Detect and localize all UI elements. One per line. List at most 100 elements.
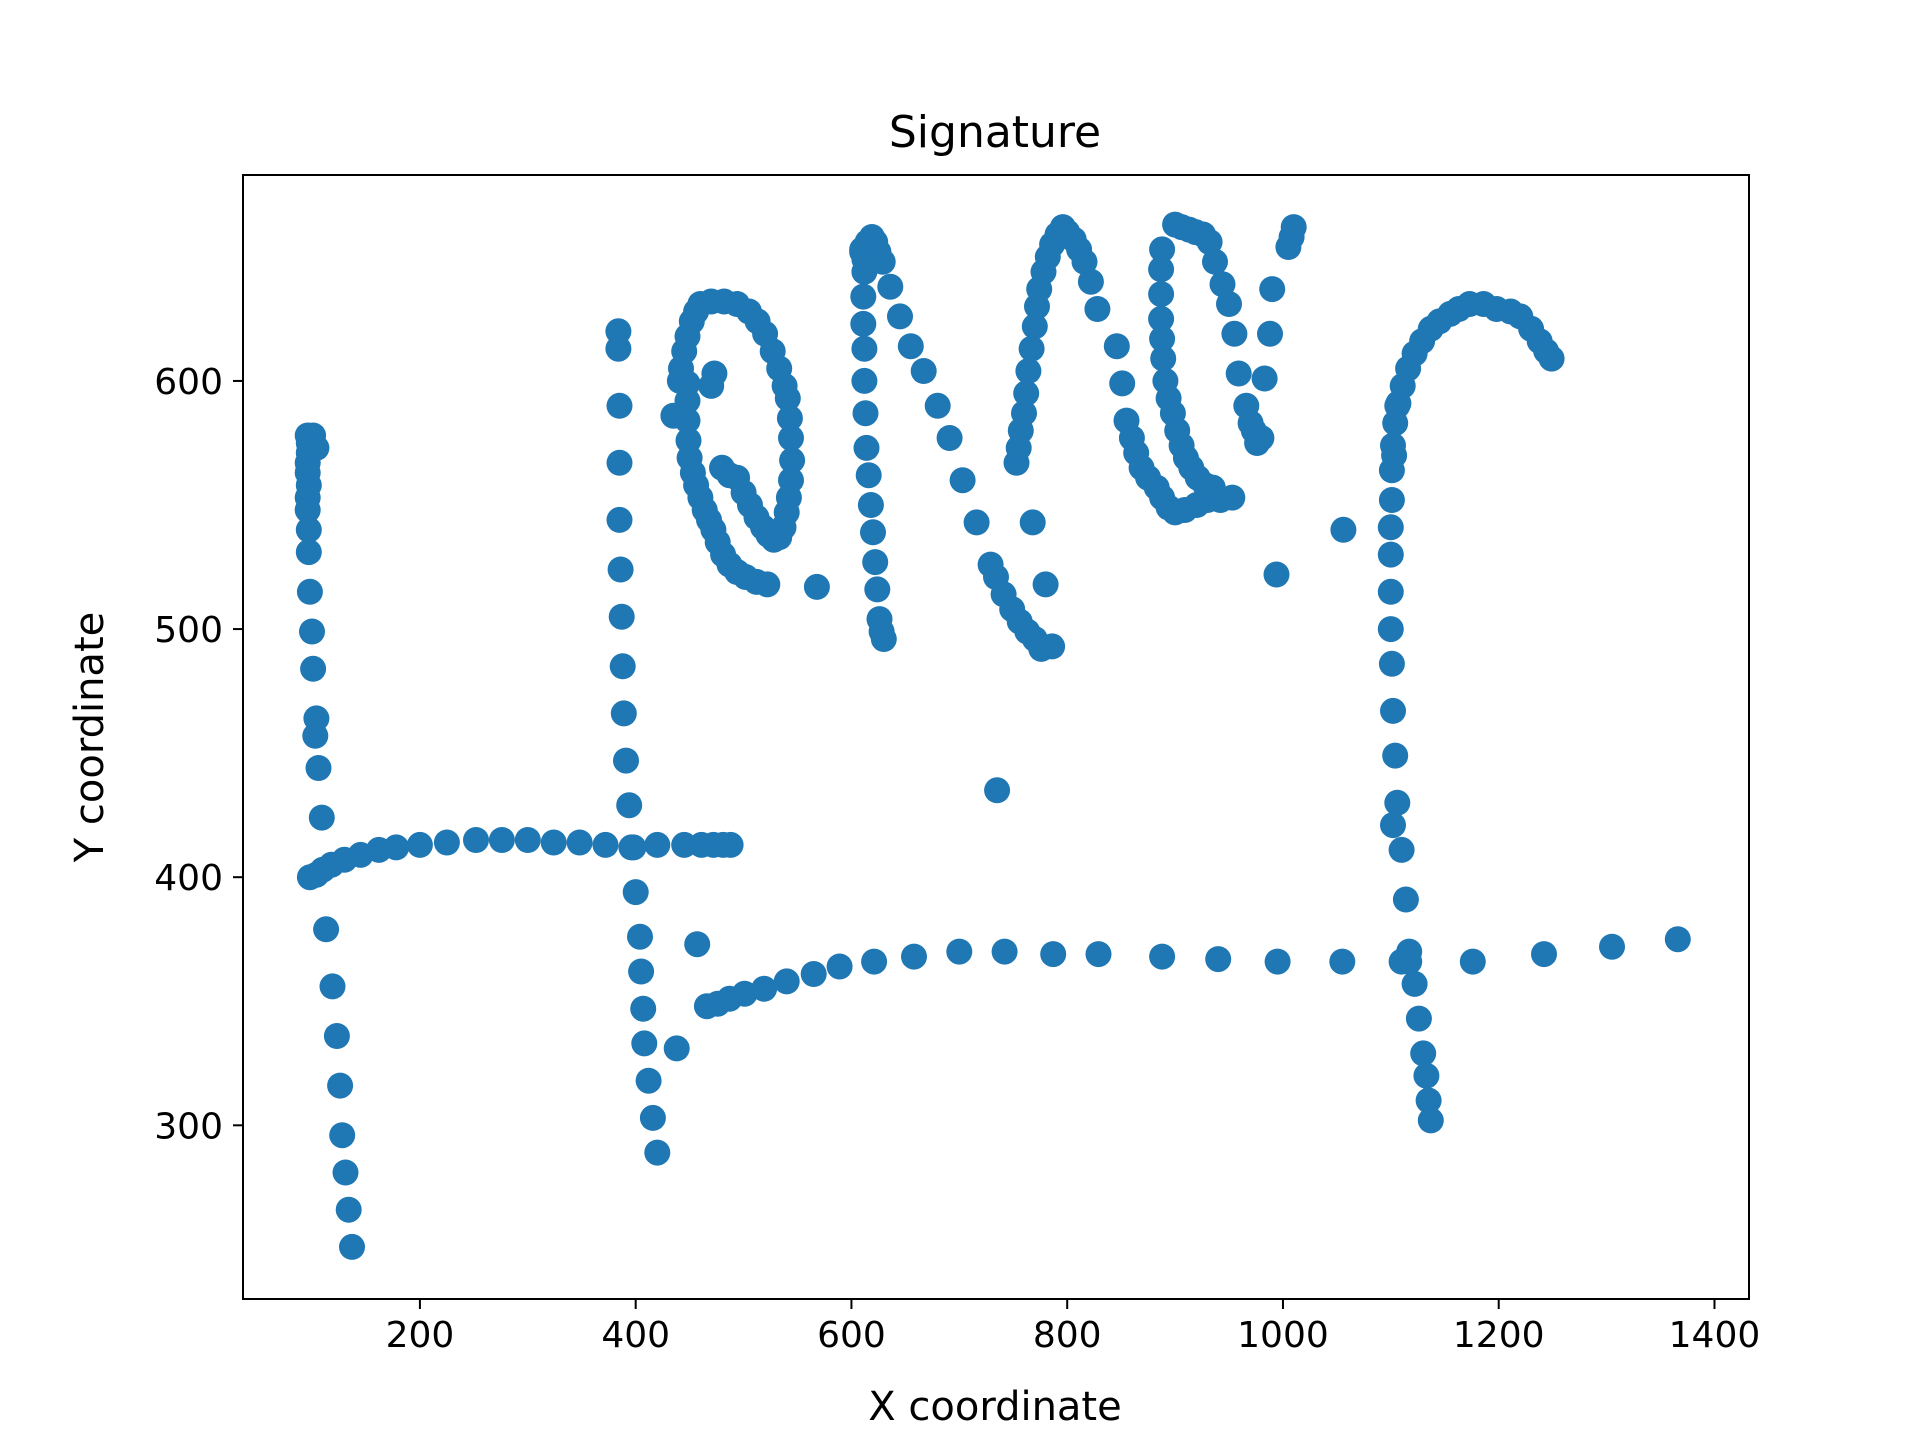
data-point: [313, 916, 340, 943]
data-point: [870, 626, 897, 652]
data-point: [1377, 616, 1404, 643]
x-axis-label: X coordinate: [868, 1384, 1121, 1430]
data-point: [1531, 941, 1557, 968]
y-tick-label: 500: [154, 610, 223, 651]
data-point: [864, 576, 891, 603]
data-point: [323, 1023, 350, 1049]
data-point: [1032, 571, 1059, 598]
data-point: [851, 246, 878, 273]
data-point: [1011, 400, 1037, 427]
data-point: [622, 879, 649, 906]
data-point: [1664, 926, 1691, 953]
data-point: [1378, 650, 1405, 677]
data-point: [1415, 1087, 1442, 1114]
data-point: [663, 1035, 690, 1062]
data-point: [639, 1104, 666, 1131]
x-tick-label: 800: [1033, 1315, 1102, 1356]
data-point: [610, 700, 637, 727]
data-point: [609, 653, 636, 680]
data-point: [1599, 933, 1625, 960]
data-point: [984, 777, 1011, 804]
data-point: [851, 367, 878, 394]
data-point: [1148, 281, 1175, 308]
data-point: [592, 831, 619, 858]
data-point: [1378, 487, 1405, 513]
data-point: [606, 506, 633, 533]
x-axis-ticks: 200 400 600 800 1000 1200 1400: [386, 1299, 1760, 1356]
data-point: [1148, 305, 1175, 332]
data-point: [1413, 1062, 1440, 1089]
data-point: [1084, 296, 1111, 322]
y-tick-label: 400: [154, 858, 223, 899]
data-point: [1459, 948, 1486, 975]
data-point: [607, 556, 634, 583]
data-point: [850, 310, 877, 337]
data-point: [853, 434, 880, 461]
x-tick-label: 1200: [1453, 1315, 1545, 1356]
data-point: [644, 1139, 671, 1166]
data-point: [1149, 236, 1176, 263]
data-point: [1013, 380, 1040, 407]
data-point: [300, 655, 327, 682]
data-point: [1392, 886, 1419, 913]
data-point: [851, 335, 878, 362]
data-point: [855, 462, 882, 489]
data-point: [1149, 943, 1176, 970]
data-point: [1018, 335, 1045, 362]
data-point: [754, 571, 781, 598]
data-point: [1219, 484, 1246, 511]
data-point: [514, 827, 541, 853]
data-point: [616, 792, 643, 819]
data-point: [1388, 836, 1415, 863]
data-point: [406, 831, 433, 858]
data-point: [1021, 313, 1048, 340]
data-point: [924, 392, 951, 419]
data-point: [860, 519, 886, 546]
data-point: [1382, 742, 1409, 769]
data-point: [751, 975, 778, 1002]
data-point: [295, 539, 322, 566]
y-tick-label: 600: [154, 362, 223, 403]
data-point: [644, 831, 671, 858]
data-point: [606, 449, 633, 476]
data-point: [1199, 474, 1226, 501]
data-point: [1209, 271, 1236, 298]
data-point: [1329, 948, 1356, 975]
data-points: [294, 211, 1691, 1260]
data-point: [850, 283, 877, 310]
data-point: [1248, 425, 1275, 451]
data-point: [800, 961, 827, 987]
data-point: [1377, 514, 1404, 541]
data-point: [540, 829, 567, 856]
data-point: [566, 829, 593, 856]
data-point: [1410, 1040, 1437, 1067]
data-point: [1150, 345, 1177, 372]
data-point: [1257, 320, 1283, 347]
data-point: [295, 516, 322, 543]
data-point: [887, 303, 913, 330]
data-point: [1384, 789, 1411, 816]
data-point: [877, 273, 904, 300]
data-point: [335, 1196, 362, 1223]
data-point: [433, 829, 460, 856]
data-point: [1259, 276, 1286, 303]
data-point: [949, 467, 976, 494]
data-point: [1216, 291, 1242, 317]
data-point: [1377, 541, 1404, 568]
data-point: [294, 497, 321, 523]
y-axis-label: Y coordinate: [67, 612, 113, 864]
data-point: [1275, 234, 1302, 260]
data-point: [605, 335, 632, 362]
chart-title: Signature: [889, 107, 1101, 158]
data-point: [826, 953, 853, 980]
data-point: [1103, 333, 1130, 360]
data-point: [901, 943, 927, 970]
data-point: [731, 980, 758, 1007]
data-point: [774, 385, 801, 412]
data-point: [776, 405, 803, 432]
data-point: [303, 705, 330, 732]
data-point: [684, 931, 711, 958]
data-point: [1077, 268, 1104, 295]
data-point: [628, 958, 655, 985]
